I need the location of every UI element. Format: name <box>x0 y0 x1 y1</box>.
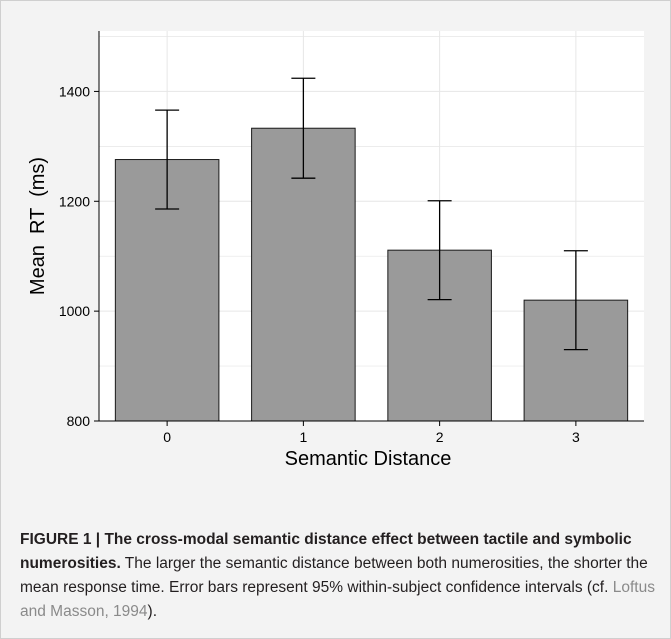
x-tick-label: 3 <box>572 429 580 445</box>
y-tick-label: 1000 <box>59 303 90 319</box>
y-tick-label: 800 <box>67 413 91 429</box>
bar-chart: 800 1000 1200 1400 0 1 2 3 Semantic Distance Me… <box>27 31 644 470</box>
caption-text: The larger the semantic distance between… <box>20 555 648 596</box>
y-axis-label: Mean RT (ms) <box>27 157 49 295</box>
axes: 800 1000 1200 1400 0 1 2 3 <box>59 31 644 445</box>
caption-label: FIGURE 1 | <box>20 531 105 548</box>
error-bars <box>155 77 588 351</box>
caption-citation-link[interactable]: Loftus and Masson, 1994 <box>20 579 655 620</box>
x-tick-label: 0 <box>163 429 171 445</box>
y-tick-label: 1200 <box>59 193 90 209</box>
figure-caption: FIGURE 1 | The cross-modal semantic dist… <box>20 528 660 624</box>
x-axis-label: Semantic Distance <box>285 448 452 470</box>
bars <box>114 127 629 422</box>
caption-title: The cross-modal semantic distance effect… <box>20 531 632 572</box>
x-tick-label: 2 <box>436 429 444 445</box>
caption-text-end: ). <box>147 603 158 620</box>
x-tick-label: 1 <box>299 429 307 445</box>
y-tick-label: 1400 <box>59 83 90 99</box>
